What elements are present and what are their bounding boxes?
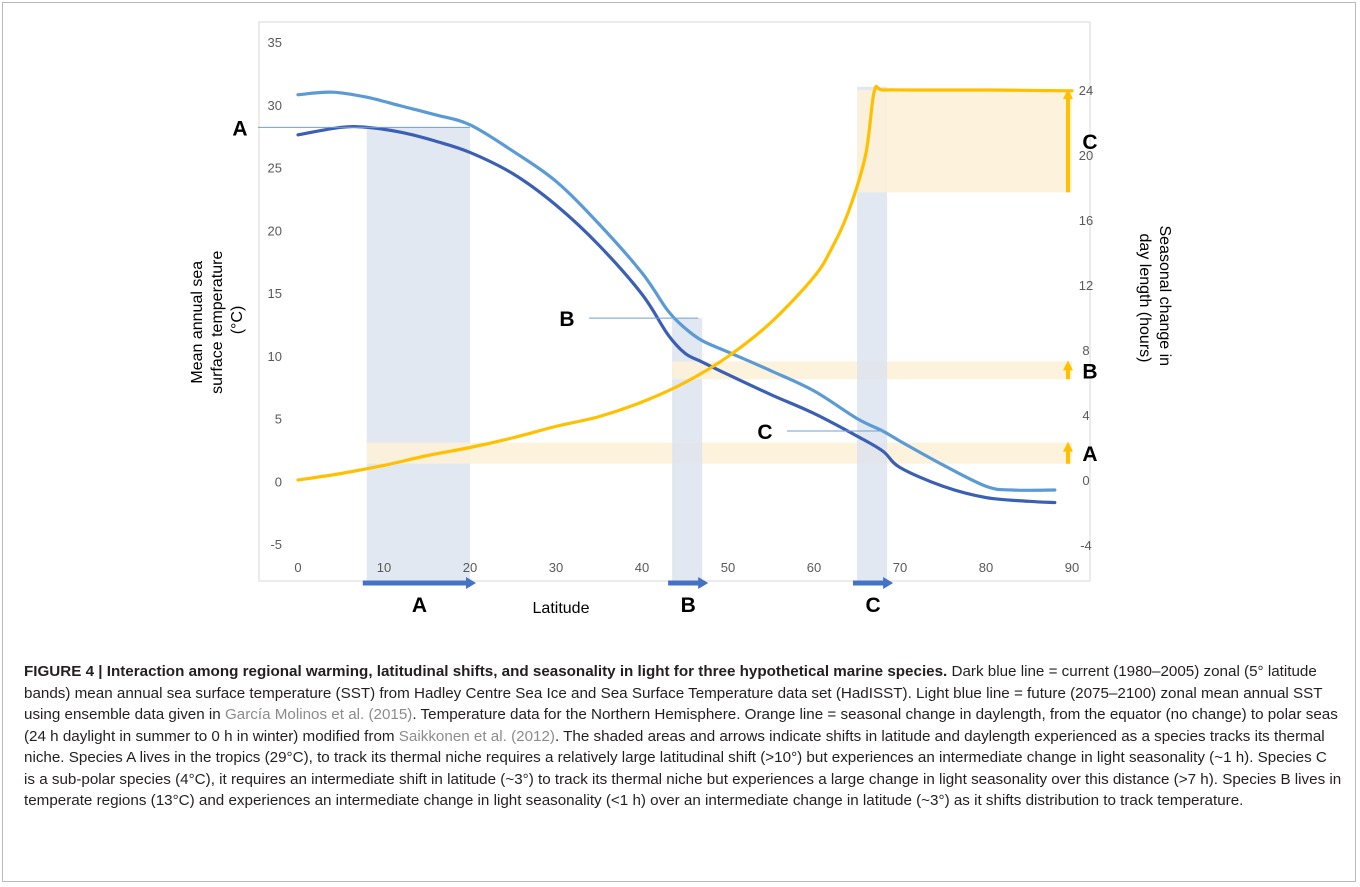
caption-text-1: Dark blue line = current (1980–2005) zon…: [24, 663, 1323, 723]
species-label-bottom-b: B: [681, 594, 696, 617]
caption-reference-2[interactable]: Saikkonen et al. (2012): [398, 727, 555, 745]
latitude-arrowhead-a: [466, 577, 476, 589]
series-line-future_sst: [296, 90, 1057, 492]
series-line-day_length_change: [296, 84, 1074, 482]
x-tick-label: 80: [979, 560, 993, 575]
y2-tick-label: 20: [1079, 148, 1093, 163]
figure-caption: FIGURE 4 | Interaction among regional wa…: [24, 661, 1342, 812]
x-tick-label: 90: [1065, 560, 1079, 575]
y-tick-label: 15: [268, 286, 282, 301]
y2-tick-label: -4: [1080, 538, 1092, 553]
species-annotations: A A A B B B C C C: [232, 89, 1098, 617]
y-axis-title-line-2: surface temperature: [209, 251, 226, 394]
latitude-arrowhead-b: [698, 577, 709, 589]
x-tick-label: 20: [463, 560, 477, 575]
x-tick-label: 70: [893, 560, 907, 575]
species-label-left-b: B: [559, 308, 574, 331]
y-tick-label: 25: [268, 161, 282, 176]
y-tick-label: 5: [275, 412, 282, 427]
daylength-arrowhead-a: [1063, 441, 1073, 452]
shaded-bands: [366, 86, 1072, 584]
species-label-right-a: A: [1082, 443, 1097, 466]
y2-axis-title-line-2: day length (hours): [1136, 234, 1153, 363]
y-tick-label: 10: [268, 349, 282, 364]
y2-tick-label: 16: [1079, 213, 1093, 228]
y-tick-label: 20: [268, 223, 282, 238]
y2-tick-label: 24: [1079, 83, 1093, 98]
series-lines: [296, 84, 1074, 505]
y2-tick-label: 0: [1082, 473, 1089, 488]
x-tick-label: 40: [635, 560, 649, 575]
chart: 0 10 20 30 40 50 60 70 80 90 -5 0 5 10 15 20 25 30 35 -4 0 4 8…: [189, 21, 1173, 617]
daylength-arrowhead-b: [1063, 360, 1073, 371]
x-tick-label: 10: [377, 560, 391, 575]
y2-tick-label: 4: [1082, 408, 1089, 423]
y-axis-title: Mean annual sea surface temperature (°C): [189, 246, 246, 394]
y-tick-label: -5: [270, 537, 282, 552]
y2-axis-title: Seasonal change in day length (hours): [1136, 225, 1173, 370]
x-tick-label: 60: [807, 560, 821, 575]
x-tick-label: 50: [721, 560, 735, 575]
species-label-left-c: C: [757, 421, 772, 444]
tick-labels: 0 10 20 30 40 50 60 70 80 90 -5 0 5 10 15 20 25 30 35 -4 0 4 8…: [268, 35, 1094, 575]
y-tick-label: 30: [268, 98, 282, 113]
x-tick-label: 30: [549, 560, 563, 575]
x-tick-label: 0: [294, 560, 301, 575]
y2-tick-label: 8: [1082, 343, 1089, 358]
daylength-arrowhead-c: [1063, 89, 1073, 99]
daylength-band-a: [366, 442, 1072, 464]
y-tick-label: 35: [268, 35, 282, 50]
latitude-band-b: [672, 318, 703, 584]
y2-tick-label: 12: [1079, 278, 1093, 293]
latitude-band-a: [366, 127, 470, 584]
caption-text-3: . The shaded areas and arrows indicate s…: [24, 727, 1342, 810]
species-label-bottom-c: C: [865, 594, 880, 617]
caption-figure-label: FIGURE 4 | Interaction among regional wa…: [24, 663, 948, 680]
species-label-bottom-a: A: [412, 594, 427, 617]
species-label-right-c: C: [1082, 131, 1097, 154]
species-label-right-b: B: [1082, 360, 1097, 383]
latitude-arrowhead-c: [883, 577, 894, 589]
y-axis-title-line-1: Mean annual sea: [189, 261, 206, 384]
daylength-band-c: [857, 90, 1072, 193]
y-tick-label: 0: [275, 474, 282, 489]
series-line-current_sst: [296, 124, 1057, 505]
species-label-left-a: A: [232, 117, 247, 140]
y2-axis-title-line-1: Seasonal change in: [1156, 225, 1173, 366]
x-axis-title: Latitude: [533, 600, 590, 617]
caption-text-2: . Temperature data for the Northern Hemi…: [24, 706, 1338, 745]
caption-reference-1[interactable]: García Molinos et al. (2015): [224, 706, 413, 723]
axis-titles: Latitude Mean annual sea surface tempera…: [189, 225, 1173, 617]
y-axis-title-line-3: (°C): [229, 306, 246, 335]
